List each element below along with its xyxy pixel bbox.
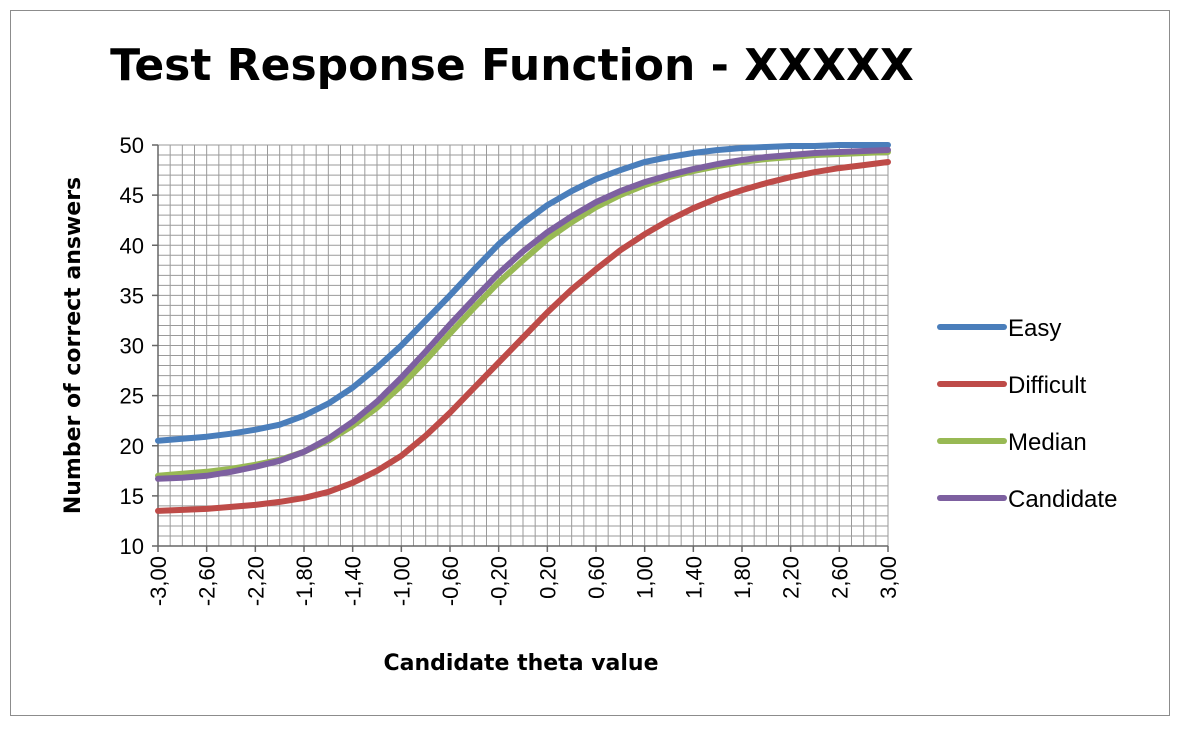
x-tick-label: -1,00	[389, 556, 414, 606]
x-tick-labels: -3,00 -2,60 -2,20 -1,80 -1,40 -1,00 -0,60 -0,20…	[146, 546, 901, 606]
series-line-difficult	[155, 159, 891, 514]
x-tick-label: -2,20	[243, 556, 268, 606]
x-tick-label: -0,60	[438, 556, 463, 606]
x-tick-label: -1,80	[292, 556, 317, 606]
chart-frame	[10, 10, 1170, 716]
grid	[157, 144, 889, 547]
x-tick-label: -3,00	[146, 556, 171, 606]
y-tick-label: 45	[120, 183, 144, 208]
series-line-candidate	[155, 147, 891, 482]
y-tick-label: 35	[120, 283, 144, 308]
series-line-easy	[155, 142, 891, 444]
x-tick-label: -0,20	[487, 556, 512, 606]
legend-label-median: Median	[1008, 429, 1087, 456]
x-tick-label: 0,60	[584, 556, 609, 599]
x-tick-label: -1,40	[341, 556, 366, 606]
y-tick-label: 30	[120, 334, 144, 359]
x-tick-label: 2,60	[827, 556, 852, 599]
x-tick-label: 1,00	[633, 556, 658, 599]
legend-label-candidate: Candidate	[1008, 486, 1117, 513]
x-axis-label: Candidate theta value	[383, 651, 658, 676]
y-axis-label: Number of correct answers	[61, 177, 86, 514]
legend-label-difficult: Difficult	[1008, 372, 1087, 399]
x-tick-label: 2,20	[779, 556, 804, 599]
legend-label-easy: Easy	[1008, 315, 1061, 342]
x-tick-label: 1,80	[730, 556, 755, 599]
y-tick-label: 50	[120, 133, 144, 158]
y-tick-label: 10	[120, 534, 144, 559]
y-tick-label: 40	[120, 233, 144, 258]
y-tick-label: 20	[120, 434, 144, 459]
legend: Easy Difficult Median Candidate	[937, 315, 1117, 513]
chart-title: Test Response Function - XXXXX	[110, 40, 914, 91]
x-tick-label: 1,40	[681, 556, 706, 599]
x-tick-label: 3,00	[876, 556, 901, 599]
y-tick-label: 25	[120, 384, 144, 409]
x-tick-label: 0,20	[535, 556, 560, 599]
x-tick-label: -2,60	[195, 556, 220, 606]
y-tick-label: 15	[120, 484, 144, 509]
series-lines	[155, 142, 891, 514]
y-tick-labels: 10 15 20 25 30 35 40 45 50	[120, 133, 158, 559]
